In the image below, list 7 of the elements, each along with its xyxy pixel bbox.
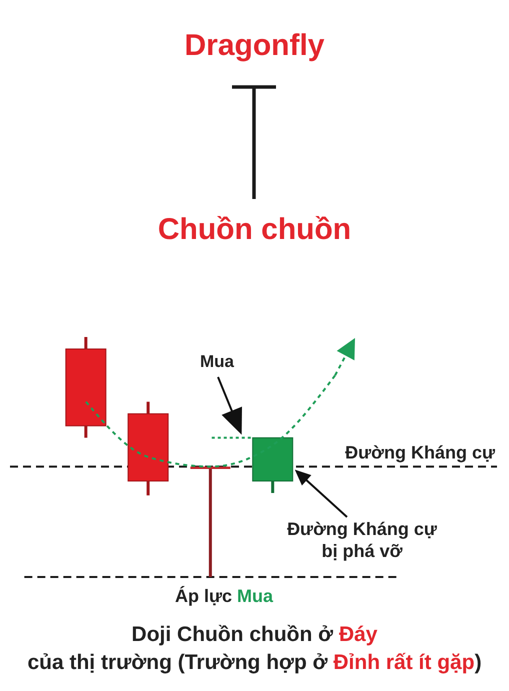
ref-line-label: Đường Kháng cự — [345, 442, 496, 463]
annotation: Đường Kháng cự bị phá vỡ — [287, 519, 438, 561]
text: Doji Chuồn chuồn ở Đáy của thị trường (Trường hợp ở Đỉnh rất ít gặp) — [27, 623, 482, 674]
chart-subtitle: Chuồn chuồn — [158, 213, 352, 246]
chart-title: Dragonfly — [184, 29, 325, 62]
annotation: Mua — [200, 352, 235, 371]
candlestick — [190, 466, 230, 577]
